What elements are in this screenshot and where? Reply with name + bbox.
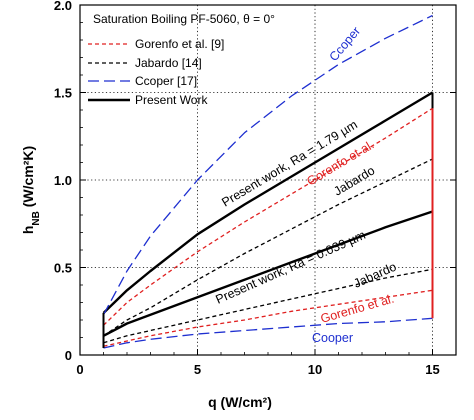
x-tick-label: 15 — [425, 362, 439, 377]
x-axis-title: q (W/cm²) — [208, 394, 272, 410]
x-tick-label: 0 — [76, 362, 83, 377]
legend-label-jabardo: Jabardo [14] — [135, 56, 202, 70]
y-tick-label: 2.0 — [54, 0, 72, 13]
legend-label-gorenfo: Gorenfo et al. [9] — [135, 37, 224, 51]
legend: Saturation Boiling PF-5060, θ = 0° Goren… — [88, 12, 275, 107]
legend-label-present-work: Present Work — [135, 93, 208, 107]
y-tick-label: 1.5 — [54, 86, 72, 101]
axes: 0 5 10 15 0 0.5 1.0 1.5 2.0 — [54, 0, 457, 377]
series-line — [103, 107, 433, 326]
series-line — [102, 14, 433, 316]
y-axis-title-rest: (W/cm²K) — [20, 146, 36, 211]
y-tick-label: 1.0 — [54, 173, 72, 188]
series-line — [103, 158, 433, 337]
x-tick-label: 5 — [194, 362, 201, 377]
series-line — [102, 210, 433, 337]
series-layer — [102, 14, 434, 349]
y-tick-label: 0 — [65, 348, 72, 363]
y-axis-title-sub: NB — [31, 211, 42, 225]
annotation-cooper: Cooper — [312, 331, 353, 345]
series-line — [102, 91, 434, 314]
series-line — [103, 268, 433, 344]
series-line — [103, 289, 433, 347]
y-axis-title: hNB (W/cm²K) — [20, 146, 42, 234]
y-axis-title-main: h — [20, 226, 36, 235]
legend-lines — [88, 43, 130, 102]
legend-label-ccoper: Ccoper [17] — [135, 74, 197, 88]
x-tick-label: 10 — [308, 362, 322, 377]
chart-title: Saturation Boiling PF-5060, θ = 0° — [93, 12, 275, 26]
y-tick-label: 0.5 — [54, 261, 72, 276]
